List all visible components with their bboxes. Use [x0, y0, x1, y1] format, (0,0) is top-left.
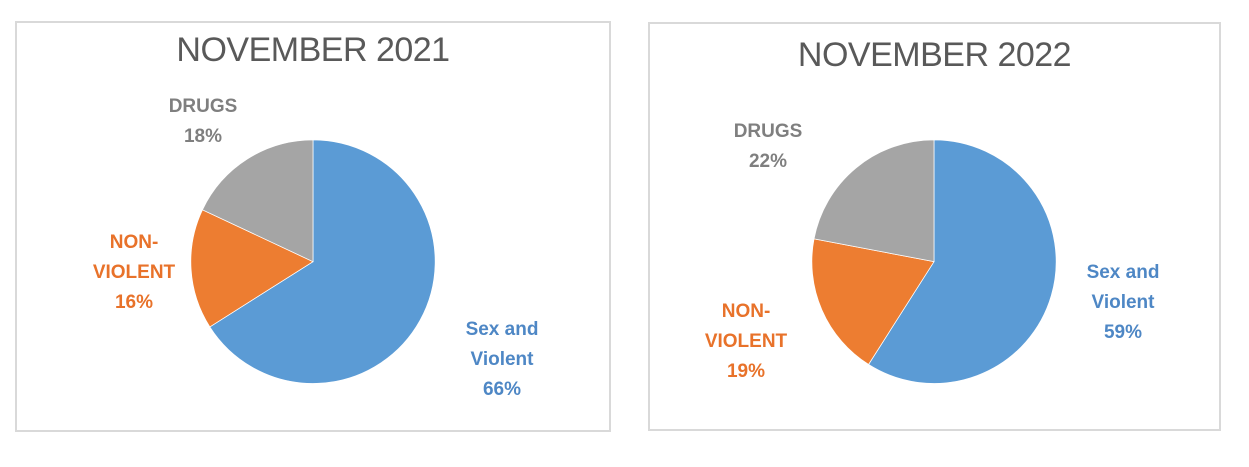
pie-slice-drugs[interactable] — [201, 139, 314, 263]
pie-label-non-violent-2021: NON- VIOLENT 16% — [92, 232, 176, 313]
pie-label-sex-and-violent-2022: Sex and Violent 59% — [1086, 262, 1160, 343]
pie-slice-sex-and-violent[interactable] — [868, 139, 1057, 384]
pie-chart-panel-november-2021[interactable]: NOVEMBER 2021 DRUGS 18% NON- VIOLENT 16%… — [15, 21, 611, 432]
pie-slice-sex-and-violent[interactable] — [209, 139, 436, 384]
pie-slice-non-violent[interactable] — [190, 209, 314, 328]
pie-slice-non-violent[interactable] — [811, 238, 935, 366]
pie-chart-panel-november-2022[interactable]: NOVEMBER 2022 DRUGS 22% NON- VIOLENT 19%… — [648, 22, 1221, 431]
chart-title-2021: NOVEMBER 2021 — [176, 31, 450, 69]
pie-2021 — [190, 139, 436, 384]
pie-label-drugs-2021: DRUGS 18% — [168, 96, 238, 147]
pie-label-sex-and-violent-2021: Sex and Violent 66% — [465, 319, 539, 400]
pie-2022 — [811, 139, 1057, 384]
pie-label-drugs-2022: DRUGS 22% — [733, 121, 803, 172]
pie-label-non-violent-2022: NON- VIOLENT 19% — [704, 301, 788, 382]
chart-title-2022: NOVEMBER 2022 — [797, 36, 1072, 74]
pie-slice-drugs[interactable] — [813, 139, 935, 263]
